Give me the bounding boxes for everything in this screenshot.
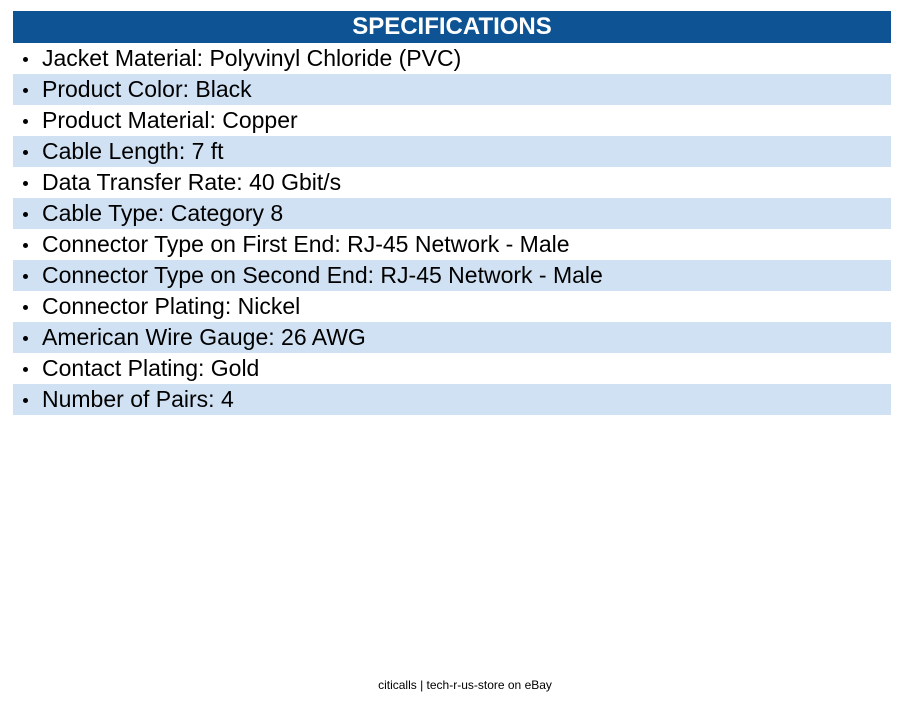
spec-row: American Wire Gauge: 26 AWG [13, 322, 891, 353]
spec-text: Connector Plating: Nickel [42, 293, 301, 319]
spec-text: Product Color: Black [42, 76, 252, 102]
bullet [23, 367, 28, 372]
spec-text: Number of Pairs: 4 [42, 386, 234, 412]
spec-row: Product Color: Black [13, 74, 891, 105]
spec-row: Contact Plating: Gold [13, 353, 891, 384]
spec-row: Cable Length: 7 ft [13, 136, 891, 167]
bullet [23, 88, 28, 93]
spec-row: Connector Type on Second End: RJ-45 Netw… [13, 260, 891, 291]
spec-text: American Wire Gauge: 26 AWG [42, 324, 366, 350]
bullet [23, 398, 28, 403]
bullet [23, 336, 28, 341]
spec-text: Cable Length: 7 ft [42, 138, 224, 164]
footer: citicalls | tech-r-us-store on eBay [378, 678, 552, 692]
spec-text: Contact Plating: Gold [42, 355, 260, 381]
bullet [23, 119, 28, 124]
spec-text: Connector Type on Second End: RJ-45 Netw… [42, 262, 603, 288]
section-title: SPECIFICATIONS [13, 11, 891, 43]
bullet [23, 57, 28, 62]
bullet [23, 305, 28, 310]
spec-row: Cable Type: Category 8 [13, 198, 891, 229]
spec-text: Cable Type: Category 8 [42, 200, 284, 226]
spec-row: Connector Type on First End: RJ-45 Netwo… [13, 229, 891, 260]
bullet [23, 212, 28, 217]
spec-list: Jacket Material: Polyvinyl Chloride (PVC… [13, 43, 891, 415]
bullet [23, 150, 28, 155]
spec-row: Data Transfer Rate: 40 Gbit/s [13, 167, 891, 198]
spec-text: Connector Type on First End: RJ-45 Netwo… [42, 231, 570, 257]
bullet [23, 274, 28, 279]
spec-row: Number of Pairs: 4 [13, 384, 891, 415]
spec-text: Jacket Material: Polyvinyl Chloride (PVC… [42, 45, 462, 71]
spec-row: Jacket Material: Polyvinyl Chloride (PVC… [13, 43, 891, 74]
spec-row: Connector Plating: Nickel [13, 291, 891, 322]
bullet [23, 243, 28, 248]
spec-text: Product Material: Copper [42, 107, 298, 133]
spec-text: Data Transfer Rate: 40 Gbit/s [42, 169, 342, 195]
bullet [23, 181, 28, 186]
spec-row: Product Material: Copper [13, 105, 891, 136]
